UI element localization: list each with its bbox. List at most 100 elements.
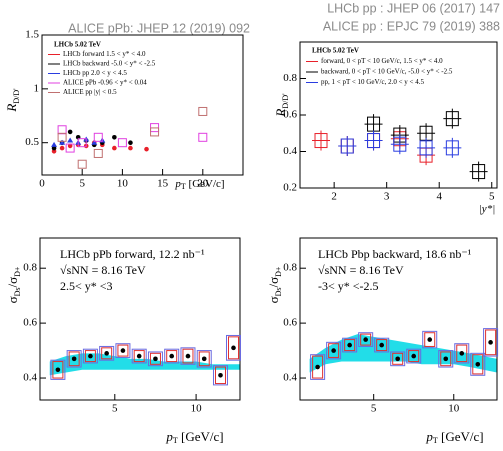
panel-info: -3< y* <-2.5 — [318, 279, 379, 293]
data-point — [77, 138, 87, 148]
legend-label: forward, 0 < pT < 10 GeV/c, 1.5 < y* < 4… — [321, 57, 443, 65]
syst-box-total — [454, 343, 470, 364]
x-tick-label: 4 — [436, 191, 442, 203]
x-tick-label: 10 — [448, 403, 460, 415]
data-point — [218, 372, 223, 378]
data-point — [364, 130, 383, 151]
syst-box — [376, 339, 388, 352]
syst-box-total — [422, 330, 438, 349]
syst-box — [198, 351, 210, 367]
x-axis-label-part: |y*| — [479, 203, 495, 215]
syst-box-total — [438, 350, 454, 368]
syst-box — [485, 329, 497, 356]
syst-box — [84, 350, 96, 363]
data-point — [112, 145, 117, 151]
syst-box-total — [225, 334, 241, 361]
data-point — [51, 149, 57, 154]
y-tick-label: 1.5 — [25, 29, 39, 41]
data-point — [331, 348, 336, 353]
y-axis-label-part: D+ — [274, 266, 283, 277]
reference-header: ALICE pPb: JHEP 12 (2019) 092 — [68, 21, 250, 35]
data-point — [153, 356, 158, 362]
y-axis-label-part: R — [273, 109, 288, 118]
y-tick-label: 0.4 — [283, 145, 297, 157]
data-point — [144, 146, 149, 152]
data-point — [136, 353, 142, 359]
panel: ALICE pPb: JHEP 12 (2019) 092 0 5 10 15 20 0.5… — [4, 21, 250, 191]
y-axis-label: RD/D' — [4, 88, 21, 113]
y-tick-label: 0.2 — [283, 182, 297, 194]
syst-box-total — [196, 350, 212, 368]
y-axis-label-part: D/D' — [12, 88, 21, 104]
y-axis-label-part: /σ — [5, 277, 20, 288]
data-point — [59, 145, 65, 151]
data-point — [395, 356, 400, 362]
syst-box-total — [180, 347, 196, 365]
syst-box — [344, 339, 356, 352]
syst-box — [227, 336, 239, 360]
panel-info: 2.5< y* <3 — [60, 279, 113, 293]
data-point — [443, 356, 449, 362]
x-tick-label: 0 — [39, 178, 45, 190]
data-point — [57, 125, 67, 135]
syst-box — [166, 350, 178, 363]
data-point — [475, 362, 481, 367]
data-point — [201, 356, 207, 362]
syst-box — [360, 333, 372, 346]
syst-box — [52, 361, 64, 379]
plot-frame — [299, 237, 498, 401]
legend-title: LHCb 5.02 TeV — [312, 47, 359, 55]
data-point — [469, 161, 488, 182]
syst-box-total — [374, 337, 390, 353]
syst-box — [472, 354, 484, 375]
x-tick-label: 5 — [79, 178, 85, 190]
y-tick-label: 0.6 — [283, 109, 297, 121]
syst-box-total — [406, 348, 422, 364]
plot-frame — [39, 237, 241, 401]
syst-box — [133, 350, 145, 363]
syst-box — [408, 350, 420, 363]
data-point — [443, 108, 462, 129]
syst-box-total — [390, 351, 406, 367]
y-axis-label: RD/D' — [273, 93, 290, 118]
x-tick-label: 20 — [197, 178, 209, 190]
syst-box — [456, 344, 468, 363]
x-tick-label: 15 — [157, 178, 169, 190]
syst-box-total — [82, 348, 98, 364]
data-point — [67, 143, 73, 149]
syst-box-total — [50, 359, 66, 380]
data-point — [71, 356, 77, 362]
y-axis-label-part: D/D' — [281, 93, 290, 109]
reference-header: LHCb pp : JHEP 06 (2017) 147 — [327, 1, 500, 15]
x-axis-label-part: p — [174, 178, 181, 190]
x-axis-label: pT [GeV/c] — [174, 178, 224, 191]
data-point — [488, 340, 493, 345]
data-point — [67, 137, 74, 143]
legend-label: pp, 1 < pT < 10 GeV/c, 2.0 < y < 4.5 — [321, 78, 424, 86]
y-tick-label: 0.8 — [23, 262, 37, 274]
x-axis-label-part: p — [425, 429, 433, 444]
data-point — [312, 130, 331, 151]
data-point — [88, 353, 93, 359]
x-tick-label: 5 — [371, 403, 377, 415]
panel-info: √sNN = 8.16 TeV — [60, 263, 146, 277]
y-axis-label: σDs/σD+ — [266, 266, 283, 303]
x-tick-label: 10 — [117, 178, 129, 190]
syst-box — [149, 352, 161, 365]
data-point — [91, 139, 98, 145]
data-point — [315, 364, 320, 370]
data-point — [198, 132, 208, 142]
x-axis-label-part: T — [181, 182, 186, 191]
syst-box-total — [326, 341, 342, 360]
panel-info: LHCb Pbp backward, 18.6 nb⁻¹ — [318, 247, 472, 261]
data-point — [55, 367, 61, 373]
syst-box-total — [164, 348, 180, 364]
y-tick-label: 1 — [34, 82, 40, 94]
x-tick-label: 5 — [489, 191, 495, 203]
data-point — [417, 137, 436, 158]
x-tick-label: 2 — [331, 191, 337, 203]
data-point — [347, 342, 352, 348]
syst-box — [101, 347, 113, 360]
